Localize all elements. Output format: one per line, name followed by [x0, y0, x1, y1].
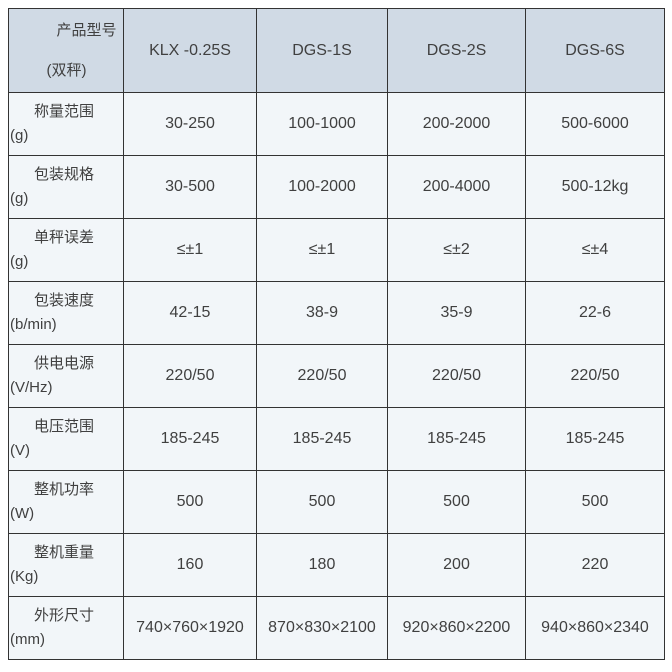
row-unit: (g): [10, 190, 29, 207]
row-label-cell: 包装速度 (b/min): [8, 281, 124, 345]
row-unit: (g): [10, 127, 29, 144]
table-cell: 22-6: [525, 281, 665, 345]
table-cell: 35-9: [387, 281, 526, 345]
table-cell: 185-245: [387, 407, 526, 471]
row-label-cell: 电压范围 (V): [8, 407, 124, 471]
corner-header-cell: 产品型号 (双秤): [8, 8, 124, 93]
table-cell: 920×860×2200: [387, 596, 526, 660]
spec-table: 产品型号 (双秤) KLX -0.25S DGS-1S DGS-2S DGS-6…: [8, 8, 665, 660]
row-unit: (g): [10, 253, 29, 270]
table-row: 整机重量 (Kg) 160 180 200 220: [8, 533, 665, 597]
table-cell: ≤±1: [256, 218, 388, 282]
table-cell: 185-245: [123, 407, 257, 471]
table-cell: 500-6000: [525, 92, 665, 156]
row-unit: (W): [10, 505, 35, 522]
column-header-model: DGS-1S: [256, 8, 388, 93]
row-label: 整机功率: [34, 481, 95, 498]
column-header-model: DGS-6S: [525, 8, 665, 93]
row-label: 称量范围: [34, 103, 95, 120]
table-cell: 30-500: [123, 155, 257, 219]
row-unit: (V/Hz): [10, 379, 53, 396]
table-cell: 500: [123, 470, 257, 534]
table-cell: 185-245: [525, 407, 665, 471]
table-cell: 160: [123, 533, 257, 597]
row-label-cell: 外形尺寸 (mm): [8, 596, 124, 660]
table-cell: 500: [387, 470, 526, 534]
table-cell: 100-2000: [256, 155, 388, 219]
row-label: 外形尺寸: [34, 607, 95, 624]
row-label: 单秤误差: [34, 229, 95, 246]
table-cell: 940×860×2340: [525, 596, 665, 660]
table-cell: 220: [525, 533, 665, 597]
row-label-cell: 供电电源 (V/Hz): [8, 344, 124, 408]
table-cell: 200: [387, 533, 526, 597]
table-cell: 500: [256, 470, 388, 534]
row-label-cell: 整机重量 (Kg): [8, 533, 124, 597]
table-row: 称量范围 (g) 30-250 100-1000 200-2000 500-60…: [8, 92, 665, 156]
row-label-cell: 整机功率 (W): [8, 470, 124, 534]
row-label-cell: 包装规格 (g): [8, 155, 124, 219]
row-label: 整机重量: [34, 544, 95, 561]
table-row: 电压范围 (V) 185-245 185-245 185-245 185-245: [8, 407, 665, 471]
table-cell: 180: [256, 533, 388, 597]
row-label: 包装速度: [34, 292, 95, 309]
table-header-row: 产品型号 (双秤) KLX -0.25S DGS-1S DGS-2S DGS-6…: [8, 8, 665, 93]
corner-header-subtitle: (双秤): [46, 61, 87, 79]
table-cell: 200-2000: [387, 92, 526, 156]
table-cell: 38-9: [256, 281, 388, 345]
table-cell: ≤±2: [387, 218, 526, 282]
table-cell: 30-250: [123, 92, 257, 156]
table-cell: 185-245: [256, 407, 388, 471]
table-cell: 200-4000: [387, 155, 526, 219]
table-cell: 220/50: [123, 344, 257, 408]
table-row: 供电电源 (V/Hz) 220/50 220/50 220/50 220/50: [8, 344, 665, 408]
table-cell: 220/50: [387, 344, 526, 408]
table-cell: 500-12kg: [525, 155, 665, 219]
table-cell: 220/50: [256, 344, 388, 408]
row-unit: (mm): [10, 631, 45, 648]
row-label: 供电电源: [34, 355, 95, 372]
row-label: 包装规格: [34, 166, 95, 183]
column-header-model: KLX -0.25S: [123, 8, 257, 93]
table-cell: ≤±1: [123, 218, 257, 282]
table-cell: 500: [525, 470, 665, 534]
row-unit: (Kg): [10, 568, 39, 585]
table-cell: 870×830×2100: [256, 596, 388, 660]
table-cell: ≤±4: [525, 218, 665, 282]
row-unit: (V): [10, 442, 30, 459]
table-row: 包装速度 (b/min) 42-15 38-9 35-9 22-6: [8, 281, 665, 345]
table-row: 单秤误差 (g) ≤±1 ≤±1 ≤±2 ≤±4: [8, 218, 665, 282]
table-row: 外形尺寸 (mm) 740×760×1920 870×830×2100 920×…: [8, 596, 665, 660]
corner-header-title: 产品型号: [56, 21, 117, 39]
column-header-model: DGS-2S: [387, 8, 526, 93]
table-cell: 220/50: [525, 344, 665, 408]
table-row: 包装规格 (g) 30-500 100-2000 200-4000 500-12…: [8, 155, 665, 219]
table-row: 整机功率 (W) 500 500 500 500: [8, 470, 665, 534]
table-cell: 740×760×1920: [123, 596, 257, 660]
table-cell: 42-15: [123, 281, 257, 345]
table-cell: 100-1000: [256, 92, 388, 156]
row-unit: (b/min): [10, 316, 57, 333]
row-label-cell: 单秤误差 (g): [8, 218, 124, 282]
row-label: 电压范围: [34, 418, 95, 435]
row-label-cell: 称量范围 (g): [8, 92, 124, 156]
